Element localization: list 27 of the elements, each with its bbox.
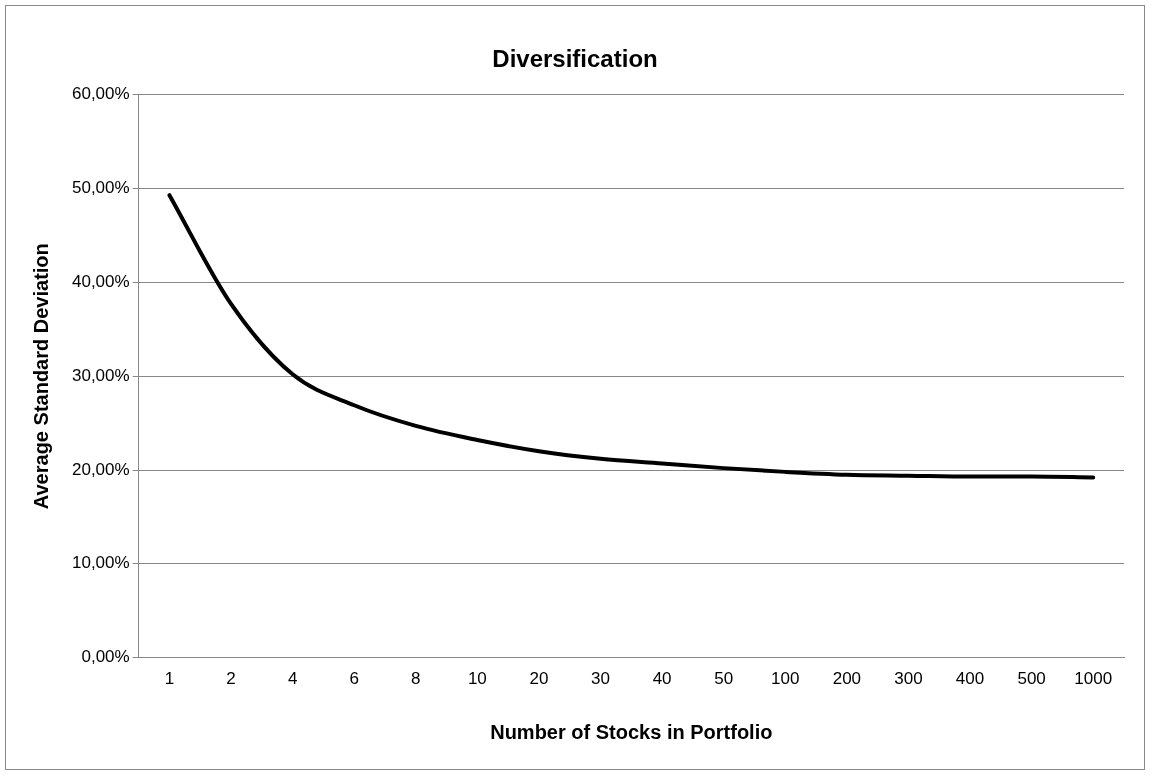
x-tick-label: 6 — [349, 669, 359, 689]
y-tick-label: 30,00% — [71, 365, 130, 385]
line-series — [167, 193, 1096, 480]
x-tick-label: 1 — [164, 669, 175, 689]
y-tick-label: 60,00% — [71, 84, 130, 104]
x-tick-label: 1000 — [1074, 669, 1113, 689]
y-tick-label: 10,00% — [71, 553, 130, 573]
y-tick-label: 50,00% — [71, 178, 130, 198]
x-tick-label: 100 — [771, 669, 800, 689]
x-tick-label: 2 — [226, 669, 236, 689]
x-tick-label: 8 — [411, 669, 421, 689]
x-tick-label: 200 — [832, 669, 862, 689]
x-tick-label: 40 — [652, 669, 672, 689]
x-axis-title: Number of Stocks in Portfolio — [490, 720, 773, 743]
x-tick-label: 500 — [1017, 669, 1046, 689]
x-tick-label: 50 — [714, 669, 734, 689]
x-tick-label: 4 — [287, 669, 298, 689]
y-tick-label: 20,00% — [71, 459, 130, 479]
x-tick-label: 300 — [894, 669, 923, 689]
y-tick-label: 0,00% — [81, 647, 130, 667]
x-tick-label: 20 — [529, 669, 549, 689]
chart-title: Diversification — [492, 45, 658, 73]
y-tick-label: 40,00% — [71, 272, 130, 292]
x-tick-label: 30 — [591, 669, 610, 689]
x-tick-label: 10 — [467, 669, 487, 689]
x-tick-label: 400 — [955, 669, 985, 689]
y-axis-title: Average Standard Deviation — [29, 243, 52, 510]
